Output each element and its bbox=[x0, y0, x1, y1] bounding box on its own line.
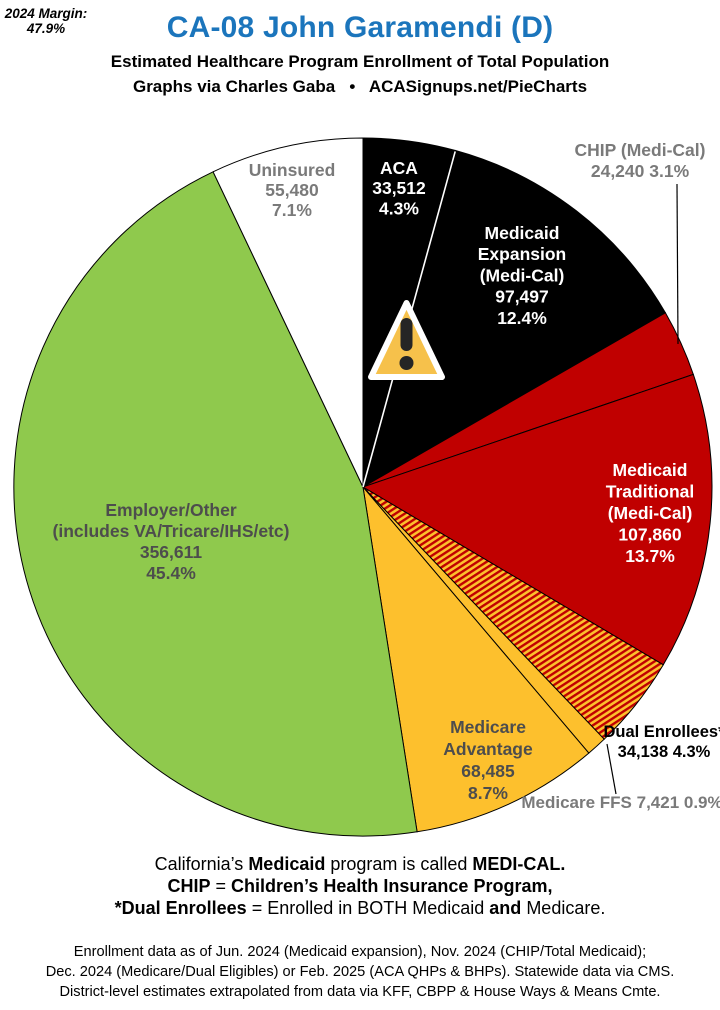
note-line-dual: *Dual Enrollees = Enrolled in BOTH Medic… bbox=[114, 898, 606, 918]
pie-slice-medicare-advantage bbox=[362, 485, 590, 833]
pie-label-aca: ACA 33,512 4.3% bbox=[372, 158, 426, 218]
chart-byline: Graphs via Charles Gaba • ACASignups.net… bbox=[132, 77, 588, 96]
leader-line-medicare-ffs bbox=[606, 743, 617, 795]
notes: California’s Medicaid program is called … bbox=[0, 853, 720, 919]
pie-slice-employer-other bbox=[13, 171, 418, 837]
pie-slice-medicaid-expansion bbox=[362, 149, 667, 489]
pie-label-medicare-ffs: Medicare FFS 7,421 0.9% bbox=[521, 793, 720, 812]
chart-subtitle: Estimated Healthcare Program Enrollment … bbox=[110, 52, 610, 71]
pie-label-medicare-advantage: Medicare Advantage 68,485 8.7% bbox=[443, 717, 533, 803]
margin-note-label: 2024 Margin: bbox=[4, 6, 88, 21]
pie-slice-medicaid-traditional bbox=[361, 373, 713, 666]
margin-note-value: 47.9% bbox=[26, 21, 66, 36]
pie-label-medicaid-traditional: Medicaid Traditional (Medi-Cal) 107,860 13.7… bbox=[606, 460, 694, 566]
margin-note: 2024 Margin: 47.9% bbox=[4, 6, 88, 36]
note-line-chip: CHIP = Children’s Health Insurance Progr… bbox=[167, 876, 553, 896]
pie-label-medicaid-expansion: Medicaid Expansion (Medi-Cal) 97,497 12.4% bbox=[478, 223, 567, 328]
pie-label-uninsured: Uninsured 55,480 7.1% bbox=[249, 160, 336, 220]
pie-label-chip: CHIP (Medi-Cal) 24,240 3.1% bbox=[575, 140, 706, 181]
warning-icon bbox=[368, 300, 445, 380]
footer-line-1: Enrollment data as of Jun. 2024 (Medicai… bbox=[73, 944, 647, 960]
pie-label-employer-other: Employer/Other (includes VA/Tricare/IHS/e… bbox=[53, 500, 290, 583]
footer-line-3: District-level estimates extrapolated fr… bbox=[59, 984, 661, 1000]
footer-line-2: Dec. 2024 (Medicare/Dual Eligibles) or F… bbox=[45, 964, 675, 980]
page-title: CA-08 John Garamendi (D) bbox=[166, 11, 554, 44]
leader-line-chip bbox=[676, 183, 679, 345]
footer: Enrollment data as of Jun. 2024 (Medicai… bbox=[0, 942, 720, 1002]
pie-labels: ACA 33,512 4.3% Medicaid Expansion (Medi-Cal)… bbox=[53, 140, 720, 812]
note-line-medicaid: California’s Medicaid program is called … bbox=[154, 854, 566, 874]
pie-slice-uninsured bbox=[212, 137, 364, 488]
pie-slices bbox=[13, 137, 713, 837]
pie-label-dual-enrollees: Dual Enrollees* 34,138 4.3% bbox=[603, 723, 720, 761]
